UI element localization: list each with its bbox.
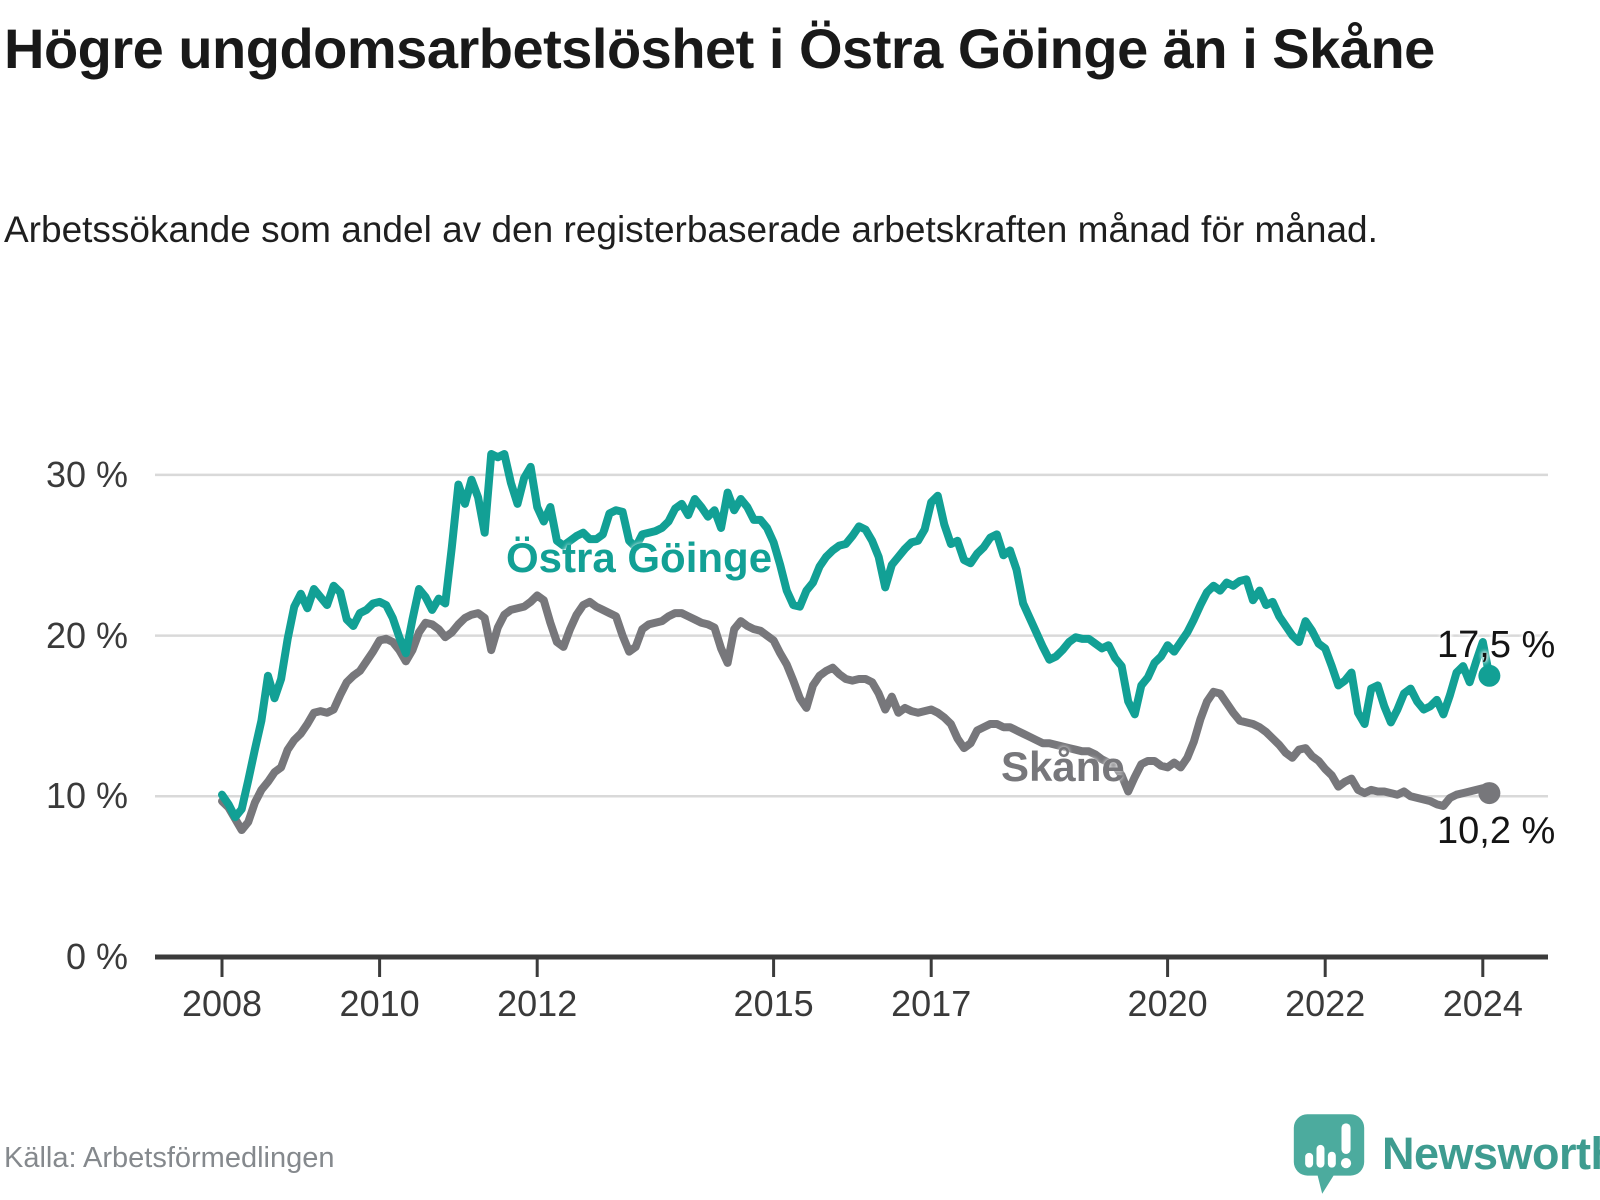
x-tick-label-2022: 2022 — [1285, 983, 1366, 1024]
series-label-ostra-goinge: Östra Göinge — [506, 534, 773, 581]
x-tick-label-2008: 2008 — [181, 983, 263, 1024]
y-tick-label-20: 20 % — [45, 614, 128, 656]
x-tick-label-2015: 2015 — [733, 983, 814, 1024]
series-line-Östra Göinge — [218, 450, 1494, 822]
chart-subtitle: Arbetssökande som andel av den registerb… — [4, 209, 1378, 250]
newsworthy-bubble-chart-icon — [1293, 1114, 1365, 1194]
newsworthy-wordmark: Newsworthy — [1382, 1128, 1600, 1179]
series-end-dot-Skåne — [1478, 782, 1501, 805]
x-tick-label-2020: 2020 — [1127, 983, 1208, 1024]
series-label-skane: Skåne — [1001, 743, 1125, 790]
x-tick-label-2017: 2017 — [891, 983, 972, 1024]
y-tick-label-30: 30 % — [45, 453, 128, 495]
end-value-label-ostra-goinge: 17,5 % — [1437, 624, 1556, 666]
x-tick-label-2024: 2024 — [1442, 983, 1523, 1024]
page-title: Högre ungdomsarbetslöshet i Östra Göinge… — [4, 17, 1435, 80]
source-note: Källa: Arbetsförmedlingen — [4, 1142, 335, 1174]
y-tick-label-10: 10 % — [45, 775, 128, 817]
x-tick-label-2010: 2010 — [339, 983, 420, 1024]
series-end-dot-Östra Göinge — [1478, 664, 1501, 687]
end-value-label-skane: 10,2 % — [1437, 810, 1556, 852]
series-line-Skåne — [218, 591, 1494, 835]
newsworthy-logo: Newsworthy — [1290, 1112, 1600, 1196]
x-tick-label-2012: 2012 — [497, 983, 578, 1024]
y-tick-label-0: 0 % — [65, 936, 128, 977]
